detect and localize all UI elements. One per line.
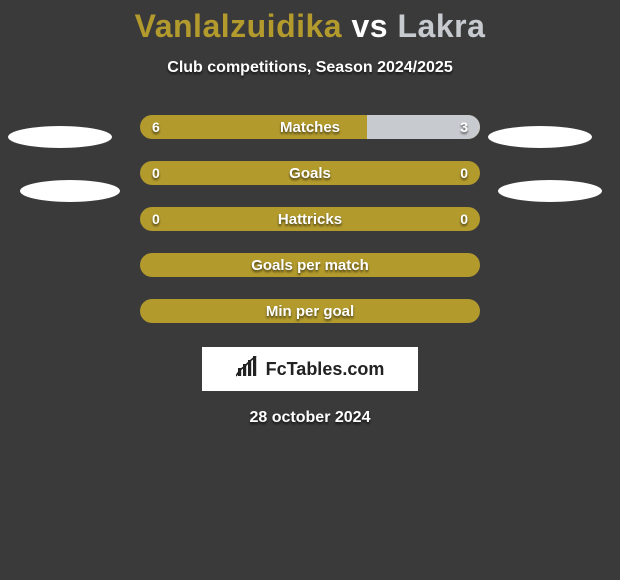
fctables-logo: FcTables.com: [202, 347, 418, 391]
stat-row: Min per goal: [140, 299, 480, 323]
stat-value-right: 3: [460, 115, 468, 139]
stats-container: 63Matches00Goals00HattricksGoals per mat…: [140, 115, 480, 323]
stat-row: 0 0Hattricks: [140, 207, 480, 231]
decorative-ellipse: [498, 180, 602, 202]
stat-label: Goals per match: [140, 253, 480, 277]
bar-chart-icon: [236, 356, 262, 383]
stat-label: Goals: [140, 161, 480, 185]
stat-row: Goals per match: [140, 253, 480, 277]
stat-row: 63Matches: [140, 115, 480, 139]
subtitle: Club competitions, Season 2024/2025: [0, 59, 620, 77]
stat-row: 0 0Goals: [140, 161, 480, 185]
logo-text: FcTables.com: [266, 359, 385, 380]
stat-value-left: 0: [152, 207, 160, 231]
decorative-ellipse: [488, 126, 592, 148]
stat-label: Min per goal: [140, 299, 480, 323]
stat-value-right: 0: [460, 207, 468, 231]
date-label: 28 october 2024: [0, 409, 620, 427]
stat-value-left: 0: [152, 161, 160, 185]
player2-name: Lakra: [397, 8, 485, 44]
stat-label: Hattricks: [140, 207, 480, 231]
vs-separator: vs: [351, 8, 397, 44]
player1-name: Vanlalzuidika: [135, 8, 342, 44]
decorative-ellipse: [8, 126, 112, 148]
stat-value-right: 0: [460, 161, 468, 185]
decorative-ellipse: [20, 180, 120, 202]
stat-value-left: 6: [152, 115, 160, 139]
page-title: Vanlalzuidika vs Lakra: [0, 0, 620, 45]
